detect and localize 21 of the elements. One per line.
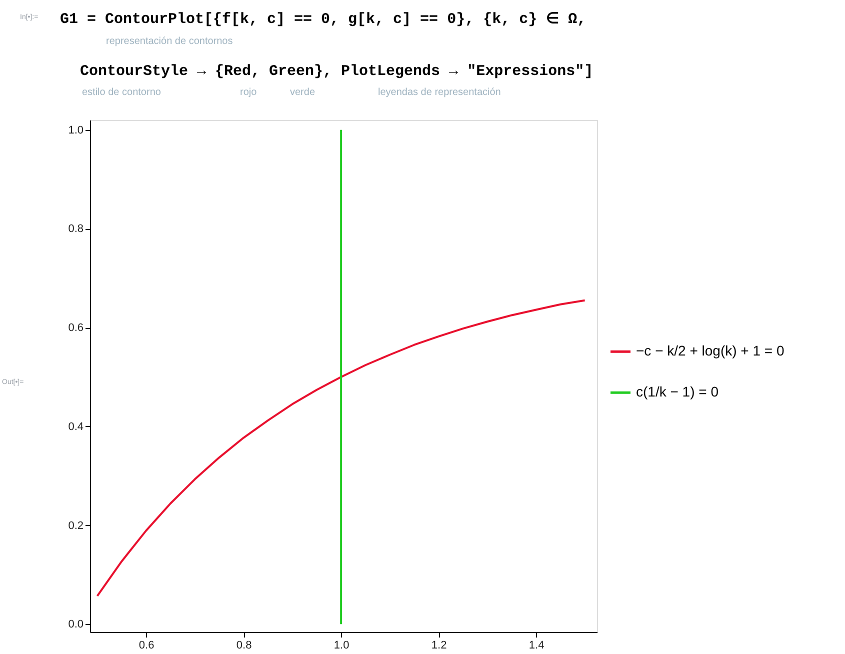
text: leyendas de representación	[378, 87, 501, 98]
text: representación de contornos	[106, 36, 233, 47]
y-tick-label: 0.2	[68, 520, 84, 532]
text: ContourStyle → {Red, Green}, PlotLegends → "Expressions"]	[80, 63, 594, 80]
line-series	[96, 299, 586, 597]
y-tick-label: 1.0	[68, 124, 84, 136]
x-tick-label: 0.8	[236, 640, 252, 652]
legend-label: c(1/k − 1) = 0	[636, 384, 719, 400]
text: rojo	[240, 87, 258, 98]
text: verde	[290, 87, 316, 98]
x-tick-label: 1.2	[431, 640, 447, 652]
text: estilo de contorno	[82, 87, 162, 98]
y-tick-label: 0.0	[68, 618, 84, 631]
y-tick-label: 0.8	[68, 223, 84, 236]
y-tick-label: 0.4	[68, 420, 84, 433]
text: G1 = ContourPlot[{f[k, c] == 0, g[k, c] == 0}, {k, c} ∈ Ω,	[60, 11, 586, 28]
x-tick-label: 1.0	[334, 640, 350, 652]
y-tick-label: 0.6	[68, 322, 84, 334]
x-tick-label: 0.6	[138, 640, 154, 652]
x-tick-label: 1.4	[528, 640, 544, 652]
legend-label: −c − k/2 + log(k) + 1 = 0	[636, 342, 784, 359]
